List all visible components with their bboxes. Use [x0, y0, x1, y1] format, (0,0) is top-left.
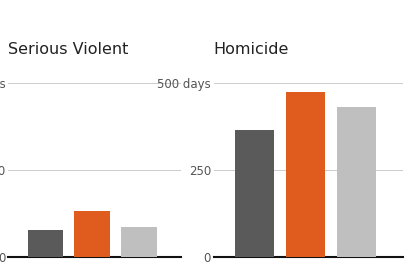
Text: Serious Violent: Serious Violent — [8, 42, 129, 57]
Bar — [337, 107, 376, 256]
Bar — [121, 227, 157, 256]
Bar — [74, 211, 110, 256]
Bar — [286, 92, 325, 256]
Text: Homicide: Homicide — [214, 42, 289, 57]
Bar — [28, 231, 63, 256]
Bar — [235, 130, 274, 256]
